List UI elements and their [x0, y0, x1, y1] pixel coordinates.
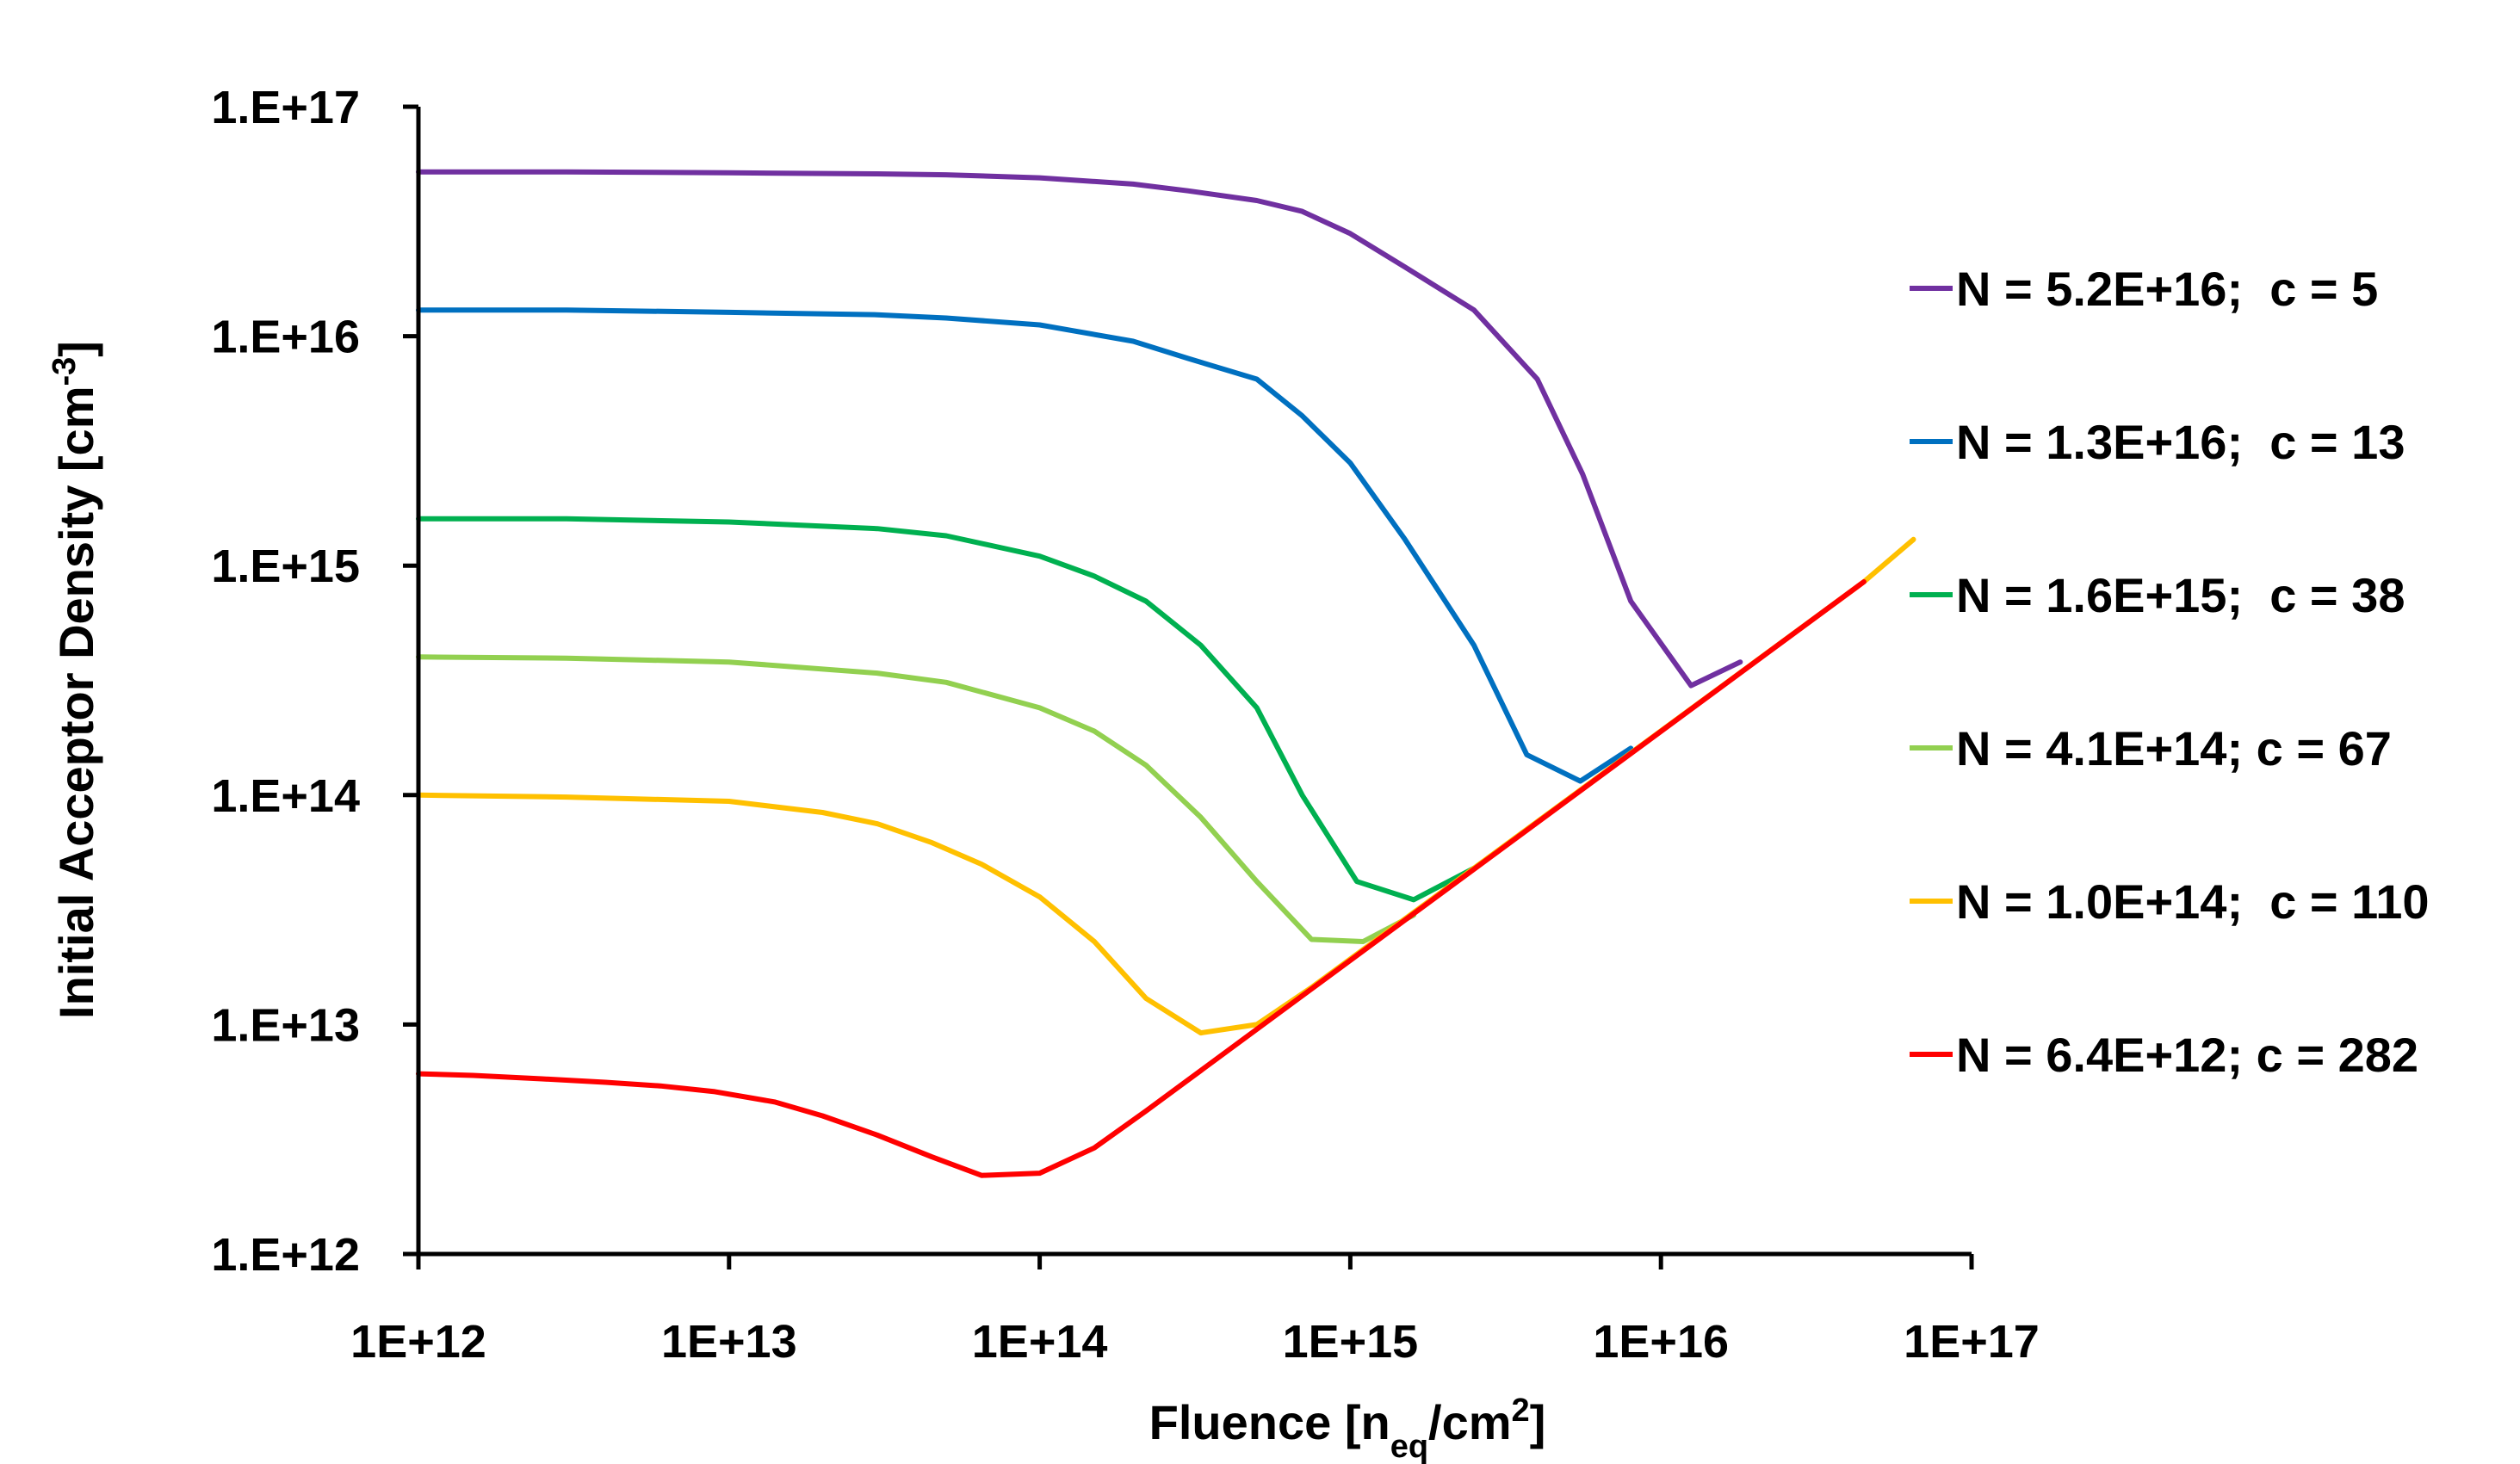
- y-tick-label: 1.E+12: [211, 1229, 360, 1281]
- legend-label: N = 1.3E+16; c = 13: [1956, 415, 2405, 469]
- series-line-2: [416, 307, 1634, 784]
- series-line-3: [416, 516, 1477, 903]
- y-tick-label: 1.E+13: [211, 999, 360, 1051]
- series-line-4: [416, 654, 1416, 944]
- y-axis-label: Initial Acceptor Density [cm-3]: [46, 341, 103, 1019]
- y-tick-label: 1.E+14: [211, 770, 360, 822]
- x-tick-label: 1E+17: [1904, 1316, 2040, 1368]
- legend-label: N = 1.0E+14; c = 110: [1956, 874, 2430, 929]
- x-tick-label: 1E+16: [1593, 1316, 1729, 1368]
- legend: N = 5.2E+16; c = 5 N = 1.3E+16; c = 13 N =…: [1910, 262, 2430, 1082]
- x-tick-label: 1E+15: [1283, 1316, 1419, 1368]
- series-line-1: [416, 169, 1743, 689]
- plot-lines: [416, 169, 1916, 1178]
- axes: [403, 104, 1974, 1269]
- legend-label: N = 6.4E+12; c = 282: [1956, 1028, 2418, 1082]
- x-tick-label: 1E+13: [661, 1316, 797, 1368]
- x-tick-label: 1E+12: [350, 1316, 486, 1368]
- y-tick-label: 1.E+17: [211, 82, 360, 133]
- x-axis-label: Fluence [neq/cm2]: [1149, 1393, 1546, 1464]
- legend-label: N = 5.2E+16; c = 5: [1956, 262, 2378, 316]
- legend-label: N = 1.6E+15; c = 38: [1956, 568, 2405, 622]
- y-tick-label: 1.E+15: [211, 541, 360, 592]
- series-line-6: [416, 579, 1867, 1178]
- tick-labels: 1E+12 1E+13 1E+14 1E+15 1E+16 1E+17 1.E+12 1.E+…: [211, 82, 2039, 1368]
- x-tick-label: 1E+14: [972, 1316, 1108, 1368]
- legend-label: N = 4.1E+14; c = 67: [1956, 721, 2392, 775]
- y-tick-label: 1.E+16: [211, 312, 360, 363]
